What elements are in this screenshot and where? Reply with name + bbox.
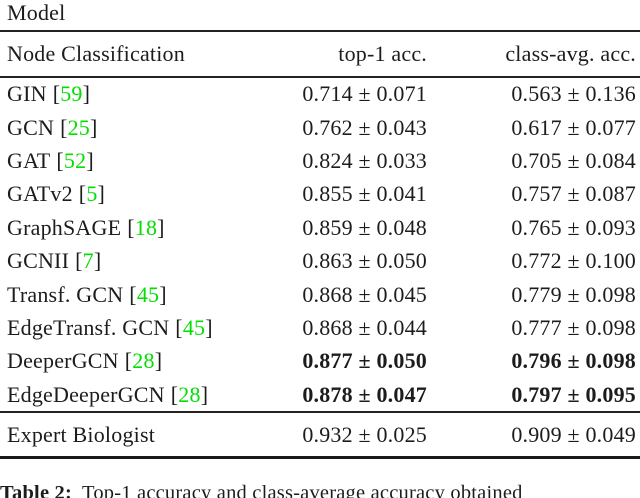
class-avg-accuracy-value: 0.796 ± 0.098 bbox=[511, 348, 636, 374]
model-name: GraphSAGE bbox=[7, 214, 122, 240]
citation-bracket-close: ] bbox=[205, 314, 213, 340]
citation-bracket-open: [ bbox=[56, 147, 64, 173]
table-row: DeeperGCN [28] 0.877 ± 0.050 0.796 ± 0.09… bbox=[0, 345, 640, 378]
top1-accuracy-value: 0.868 ± 0.044 bbox=[302, 314, 427, 340]
table-row: GATv2 [5] 0.855 ± 0.041 0.757 ± 0.087 bbox=[0, 178, 640, 211]
class-avg-accuracy-value: 0.797 ± 0.095 bbox=[511, 381, 636, 407]
class-avg-accuracy-value: 0.705 ± 0.084 bbox=[511, 147, 636, 173]
citation-bracket-open: [ bbox=[52, 81, 61, 107]
class-avg-accuracy-value: 0.777 ± 0.098 bbox=[511, 314, 636, 340]
top1-accuracy-value: 0.714 ± 0.071 bbox=[302, 81, 427, 107]
model-name: GATv2 bbox=[7, 181, 73, 207]
model-name: EdgeTransf. GCN bbox=[7, 314, 170, 340]
citation-bracket-close: ] bbox=[200, 381, 209, 407]
model-name-cell: Transf. GCN [45] bbox=[0, 282, 257, 308]
citation-bracket-close: ] bbox=[154, 348, 163, 374]
citation-link[interactable]: 52 bbox=[63, 147, 87, 173]
citation-bracket-open: [ bbox=[127, 214, 135, 240]
model-name-cell: GraphSAGE [18] bbox=[0, 215, 257, 241]
expert-class-avg-accuracy-value: 0.909 ± 0.049 bbox=[511, 421, 636, 447]
model-name-cell: GIN [59] bbox=[0, 81, 257, 107]
table-row: EdgeDeeperGCN [28] 0.878 ± 0.047 0.797 ± … bbox=[0, 378, 640, 411]
caption-text: Top-1 accuracy and class-average accurac… bbox=[82, 482, 523, 498]
citation-bracket-close: ] bbox=[82, 81, 91, 107]
class-avg-accuracy-value: 0.563 ± 0.136 bbox=[511, 81, 636, 107]
model-name-cell: GAT [52] bbox=[0, 148, 257, 174]
citation-link[interactable]: 45 bbox=[182, 314, 206, 340]
table-row: GCNII [7] 0.863 ± 0.050 0.772 ± 0.100 bbox=[0, 244, 640, 277]
citation-bracket-open: [ bbox=[175, 314, 183, 340]
citation-link[interactable]: 25 bbox=[67, 114, 90, 140]
citation-link[interactable]: 7 bbox=[82, 248, 94, 274]
table-row: GraphSAGE [18] 0.859 ± 0.048 0.765 ± 0.09… bbox=[0, 211, 640, 244]
citation-bracket-open: [ bbox=[129, 281, 137, 307]
model-name-cell: EdgeDeeperGCN [28] bbox=[0, 382, 257, 408]
top1-accuracy-value: 0.762 ± 0.043 bbox=[302, 114, 427, 140]
expert-biologist-row: Expert Biologist 0.932 ± 0.025 0.909 ± 0… bbox=[0, 411, 640, 460]
top1-accuracy-value: 0.863 ± 0.050 bbox=[302, 248, 427, 274]
model-name-cell: GCNII [7] bbox=[0, 248, 257, 274]
top1-accuracy-value: 0.855 ± 0.041 bbox=[302, 181, 427, 207]
table-row: Transf. GCN [45] 0.868 ± 0.045 0.779 ± 0.… bbox=[0, 278, 640, 311]
table-row: GCN [25] 0.762 ± 0.043 0.617 ± 0.077 bbox=[0, 111, 640, 144]
class-avg-accuracy-value: 0.757 ± 0.087 bbox=[511, 181, 636, 207]
citation-bracket-close: ] bbox=[86, 147, 94, 173]
table-body: GIN [59] 0.714 ± 0.071 0.563 ± 0.136 GCN[… bbox=[0, 78, 640, 412]
top1-accuracy-value: 0.824 ± 0.033 bbox=[302, 147, 427, 173]
citation-link[interactable]: 59 bbox=[60, 81, 83, 107]
model-name-cell: GATv2 [5] bbox=[0, 181, 257, 207]
top1-accuracy-value: 0.878 ± 0.047 bbox=[302, 381, 427, 407]
class-avg-accuracy-value: 0.772 ± 0.100 bbox=[511, 248, 636, 274]
top1-accuracy-value: 0.859 ± 0.048 bbox=[302, 214, 427, 240]
citation-bracket-close: ] bbox=[159, 281, 167, 307]
citation-bracket-close: ] bbox=[93, 248, 102, 274]
citation-link[interactable]: 5 bbox=[86, 181, 98, 207]
citation-bracket-open: [ bbox=[124, 348, 133, 374]
citation-bracket-open: [ bbox=[75, 248, 83, 274]
top1-accuracy-value: 0.868 ± 0.045 bbox=[302, 281, 427, 307]
expert-biologist-label: Expert Biologist bbox=[7, 421, 156, 447]
model-name: Transf. GCN bbox=[7, 281, 124, 307]
class-avg-accuracy-value: 0.779 ± 0.098 bbox=[511, 281, 636, 307]
model-name: GCN bbox=[7, 114, 55, 140]
model-name: GIN bbox=[7, 81, 47, 107]
table-header-row: Node Classification top-1 acc. class-avg… bbox=[0, 32, 640, 78]
table-row: GIN [59] 0.714 ± 0.071 0.563 ± 0.136 bbox=[0, 78, 640, 111]
model-name: DeeperGCN bbox=[7, 348, 119, 374]
citation-bracket-open: [ bbox=[78, 181, 87, 207]
model-name-cell: DeeperGCN [28] bbox=[0, 348, 257, 374]
model-name: EdgeDeeperGCN bbox=[7, 381, 165, 407]
citation-bracket-close: ] bbox=[90, 114, 98, 140]
table-row: EdgeTransf. GCN [45] 0.868 ± 0.044 0.777 … bbox=[0, 311, 640, 344]
model-name-cell: EdgeTransf. GCN [45] bbox=[0, 315, 257, 341]
expert-top1-accuracy-value: 0.932 ± 0.025 bbox=[302, 421, 427, 447]
class-avg-accuracy-value: 0.765 ± 0.093 bbox=[511, 214, 636, 240]
citation-link[interactable]: 28 bbox=[132, 348, 155, 374]
table-super-header: Model bbox=[0, 0, 640, 32]
citation-bracket-open: [ bbox=[170, 381, 179, 407]
model-name: GCNII bbox=[7, 248, 70, 274]
column-header-class-avg-acc: class-avg. acc. bbox=[505, 40, 636, 66]
class-avg-accuracy-value: 0.617 ± 0.077 bbox=[511, 114, 636, 140]
citation-bracket-close: ] bbox=[97, 181, 106, 207]
citation-link[interactable]: 28 bbox=[178, 381, 201, 407]
column-header-top1-acc: top-1 acc. bbox=[338, 40, 427, 66]
table-row: GAT [52] 0.824 ± 0.033 0.705 ± 0.084 bbox=[0, 144, 640, 177]
table-caption: Table 2: Top-1 accuracy and class-average… bbox=[0, 482, 640, 498]
citation-link[interactable]: 45 bbox=[136, 281, 160, 307]
model-name-cell: GCN [25] bbox=[0, 115, 257, 141]
citation-bracket-open: [ bbox=[60, 114, 68, 140]
citation-link[interactable]: 18 bbox=[134, 214, 158, 240]
model-name: GAT bbox=[7, 147, 51, 173]
column-header-node-classification: Node Classification bbox=[7, 40, 185, 66]
caption-label: Table 2: bbox=[0, 482, 73, 498]
citation-bracket-close: ] bbox=[157, 214, 165, 240]
top1-accuracy-value: 0.877 ± 0.050 bbox=[302, 348, 427, 374]
